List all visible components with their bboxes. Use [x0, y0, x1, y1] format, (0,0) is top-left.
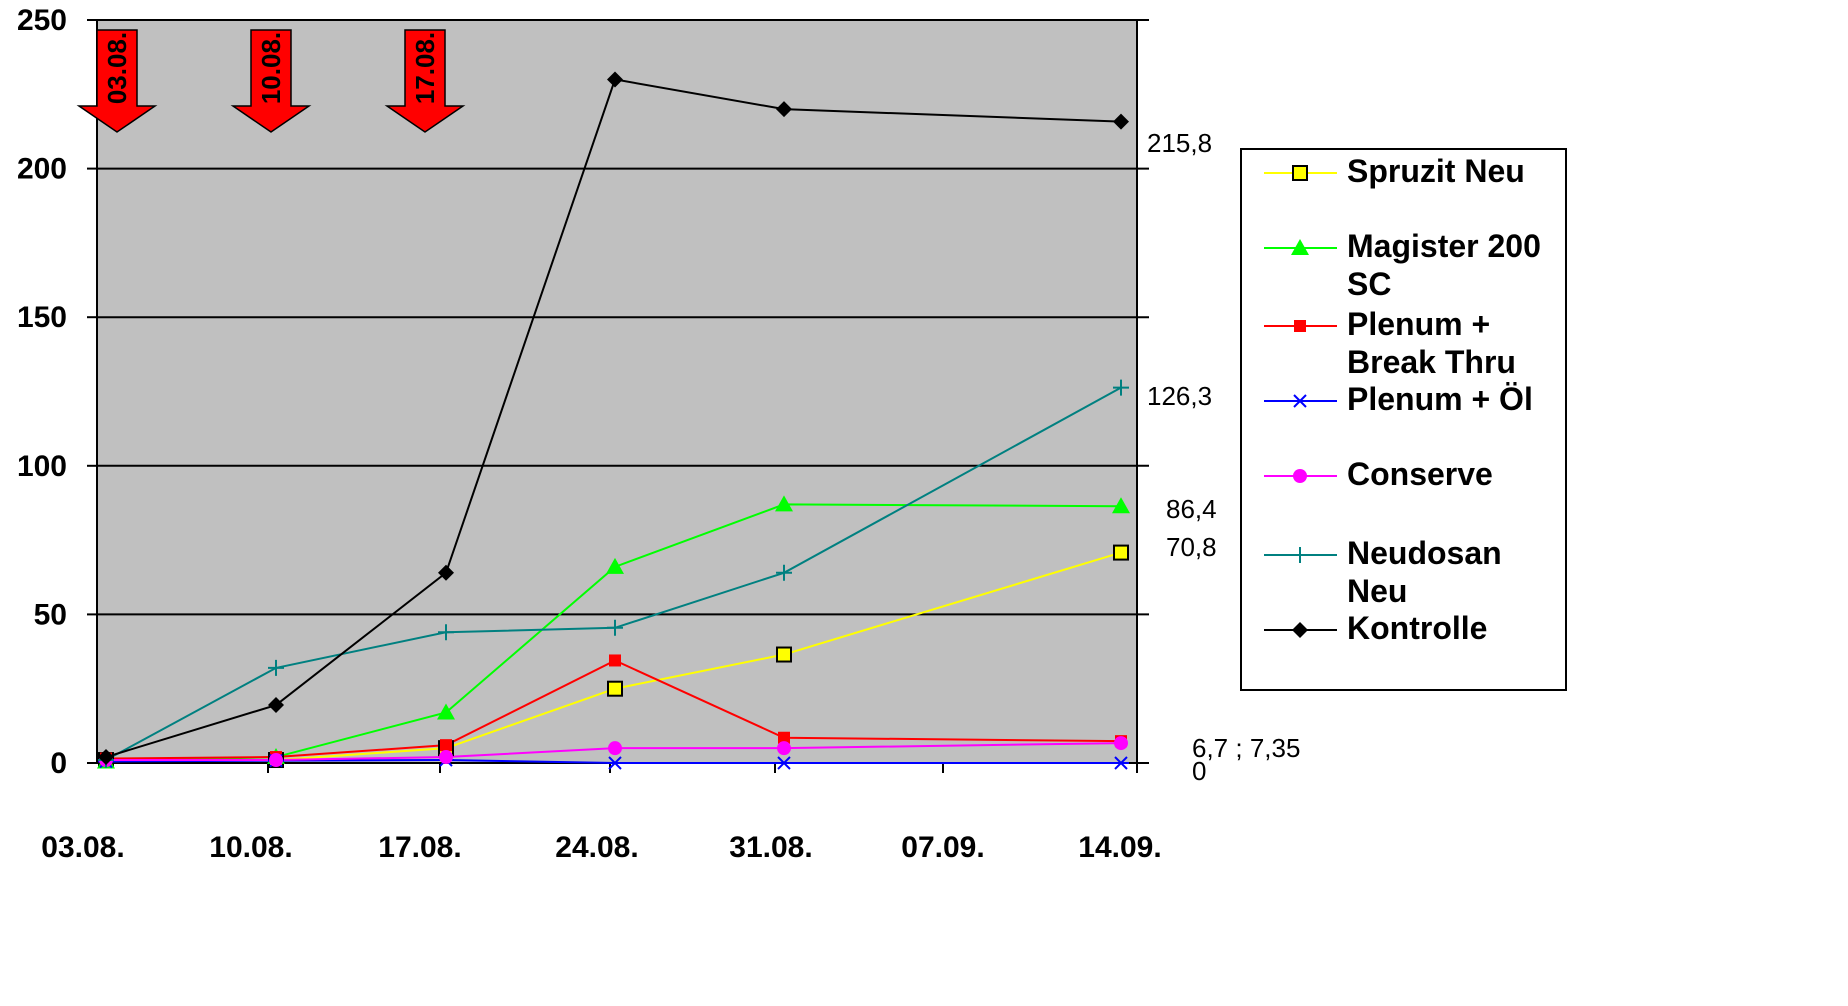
legend-marker-magister-200-sc	[1291, 239, 1309, 255]
legend-marker-plenum-l	[1292, 394, 1308, 408]
point-kontrolle	[776, 101, 792, 118]
legend-label: SC	[1347, 266, 1391, 302]
point-magister-200-sc	[775, 495, 793, 512]
series-lines	[105, 78, 1122, 764]
y-tick-label: 50	[34, 598, 67, 631]
point-spruzit-neu	[1113, 544, 1129, 561]
series-line-conserve	[106, 742, 1122, 762]
series-line-kontrolle	[105, 78, 1122, 759]
point-plenum-break-thru	[778, 731, 790, 744]
legend-label: Neu	[1347, 573, 1407, 609]
point-conserve	[269, 753, 283, 768]
y-tick-label: 0	[50, 747, 67, 780]
y-tick-label: 200	[17, 153, 67, 186]
point-neudosan-neu	[776, 564, 792, 581]
point-magister-200-sc	[606, 557, 624, 574]
point-neudosan-neu	[268, 659, 284, 676]
application-arrow: 10.08.	[230, 29, 312, 133]
series-line-neudosan-neu	[105, 386, 1122, 761]
legend-label: Spruzit Neu	[1347, 153, 1525, 189]
legend-label: Plenum + Öl	[1347, 381, 1533, 417]
legend-marker-kontrolle	[1292, 622, 1308, 638]
x-tick-label: 07.09.	[901, 831, 984, 864]
legend-label: Magister 200	[1347, 228, 1541, 264]
x-tick-label: 24.08.	[555, 831, 638, 864]
application-markers: 03.08. 10.08. 17.08.	[76, 29, 466, 133]
point-conserve	[777, 741, 791, 756]
legend-label: Neudosan	[1347, 535, 1502, 571]
legend-label: Break Thru	[1347, 344, 1516, 380]
data-label: 6,7 ; 7,35	[1192, 733, 1300, 763]
point-plenum-break-thru	[609, 654, 621, 667]
point-conserve	[1114, 736, 1128, 751]
x-tick-label: 17.08.	[378, 831, 461, 864]
x-axis-ticks: 03.08. 10.08. 17.08. 24.08. 31.08. 07.09. 14.0…	[41, 763, 1162, 864]
point-spruzit-neu	[607, 680, 623, 697]
x-tick-label: 10.08.	[209, 831, 292, 864]
point-neudosan-neu	[438, 624, 454, 641]
point-kontrolle	[268, 697, 284, 714]
point-plenum-l	[607, 756, 623, 770]
end-value-labels: 215,8 126,3 86,4 70,8 6,7 ; 7,350	[1147, 128, 1300, 786]
point-kontrolle	[607, 71, 623, 88]
point-plenum-break-thru	[440, 739, 452, 752]
arrow-shape	[76, 29, 158, 133]
legend-marker-conserve	[1293, 469, 1307, 483]
series-points	[97, 71, 1130, 770]
y-tick-label: 250	[17, 4, 67, 37]
point-kontrolle	[1113, 113, 1129, 130]
y-tick-label: 150	[17, 301, 67, 334]
application-arrow: 03.08.	[76, 29, 158, 133]
data-label: 0	[1192, 756, 1206, 786]
point-kontrolle	[98, 749, 114, 766]
point-conserve	[439, 750, 453, 765]
y-tick-label: 100	[17, 450, 67, 483]
plot-area	[97, 20, 1137, 763]
point-neudosan-neu	[607, 619, 623, 636]
legend-marker-neudosan-neu	[1292, 547, 1308, 563]
arrow-label: 03.08.	[102, 32, 132, 104]
data-label: 70,8	[1166, 532, 1217, 562]
arrow-label: 10.08.	[256, 32, 286, 104]
application-arrow: 17.08.	[384, 29, 466, 133]
legend-marker-plenum-break-thru	[1294, 320, 1306, 332]
legend-label: Plenum +	[1347, 306, 1490, 342]
data-label: 215,8	[1147, 128, 1212, 158]
point-magister-200-sc	[437, 703, 455, 720]
point-magister-200-sc	[1112, 497, 1130, 514]
x-tick-label: 03.08.	[41, 831, 124, 864]
series-line-plenum-break-thru	[105, 659, 1122, 760]
point-neudosan-neu	[1113, 379, 1129, 396]
point-conserve	[608, 741, 622, 756]
point-kontrolle	[438, 564, 454, 581]
x-tick-label: 31.08.	[729, 831, 812, 864]
data-label: 126,3	[1147, 381, 1212, 411]
legend-label: Conserve	[1347, 456, 1493, 492]
arrow-shape	[384, 29, 466, 133]
gridlines	[97, 19, 1149, 616]
legend-marker-spruzit-neu	[1292, 165, 1308, 181]
legend-label: Kontrolle	[1347, 610, 1487, 646]
y-axis-ticks: 0 50 100 150 200 250	[17, 4, 97, 780]
arrow-label: 17.08.	[410, 32, 440, 104]
point-plenum-l	[776, 756, 792, 770]
data-label: 86,4	[1166, 494, 1217, 524]
point-spruzit-neu	[776, 646, 792, 663]
x-tick-label: 14.09.	[1078, 831, 1161, 864]
legend-box	[1240, 148, 1567, 691]
arrow-shape	[230, 29, 312, 133]
point-plenum-l	[1113, 756, 1129, 770]
